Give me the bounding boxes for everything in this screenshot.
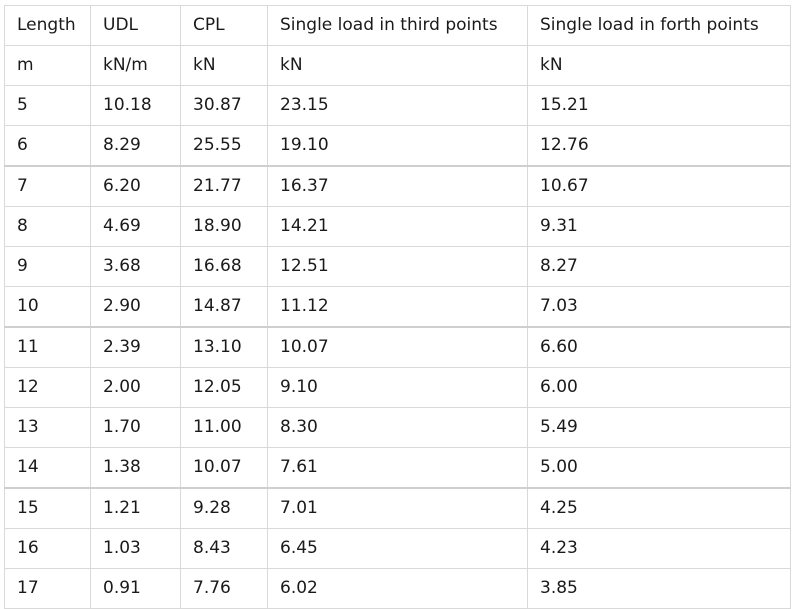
udl-cell: 8.29 — [90, 125, 181, 167]
forth-points-cell: 8.27 — [527, 246, 791, 287]
udl-cell: 1.21 — [90, 487, 181, 529]
udl-cell: 10.18 — [90, 85, 181, 126]
cpl-cell: 25.55 — [180, 125, 268, 167]
unit-cell-forth-points: kN — [527, 45, 791, 86]
length-cell: 11 — [4, 326, 91, 368]
forth-points-cell: 6.60 — [527, 326, 791, 368]
cpl-cell: 7.76 — [180, 568, 268, 609]
table-row: 16 1.03 8.43 6.45 4.23 — [4, 528, 791, 569]
unit-cell-cpl: kN — [180, 45, 268, 86]
length-cell: 8 — [4, 206, 91, 247]
unit-cell-udl: kN/m — [90, 45, 181, 86]
udl-cell: 4.69 — [90, 206, 181, 247]
table-row: 14 1.38 10.07 7.61 5.00 — [4, 447, 791, 489]
units-row: m kN/m kN kN kN — [4, 45, 791, 86]
cpl-cell: 14.87 — [180, 286, 268, 328]
forth-points-cell: 9.31 — [527, 206, 791, 247]
third-points-cell: 12.51 — [267, 246, 528, 287]
third-points-cell: 23.15 — [267, 85, 528, 126]
cpl-cell: 21.77 — [180, 165, 268, 207]
length-cell: 10 — [4, 286, 91, 328]
forth-points-cell: 5.00 — [527, 447, 791, 489]
length-cell: 6 — [4, 125, 91, 167]
header-cell-udl: UDL — [90, 5, 181, 46]
udl-cell: 0.91 — [90, 568, 181, 609]
cpl-cell: 8.43 — [180, 528, 268, 569]
unit-cell-third-points: kN — [267, 45, 528, 86]
cpl-cell: 16.68 — [180, 246, 268, 287]
third-points-cell: 11.12 — [267, 286, 528, 328]
third-points-cell: 9.10 — [267, 367, 528, 408]
third-points-cell: 6.02 — [267, 568, 528, 609]
forth-points-cell: 15.21 — [527, 85, 791, 126]
cpl-cell: 30.87 — [180, 85, 268, 126]
unit-cell-length: m — [4, 45, 91, 86]
table-row: 13 1.70 11.00 8.30 5.49 — [4, 407, 791, 448]
cpl-cell: 12.05 — [180, 367, 268, 408]
third-points-cell: 6.45 — [267, 528, 528, 569]
table-row: 8 4.69 18.90 14.21 9.31 — [4, 206, 791, 247]
length-cell: 14 — [4, 447, 91, 489]
table-row: 6 8.29 25.55 19.10 12.76 — [4, 125, 791, 167]
udl-cell: 1.38 — [90, 447, 181, 489]
header-cell-forth-points: Single load in forth points — [527, 5, 791, 46]
length-cell: 9 — [4, 246, 91, 287]
forth-points-cell: 6.00 — [527, 367, 791, 408]
header-cell-cpl: CPL — [180, 5, 268, 46]
length-cell: 5 — [4, 85, 91, 126]
length-cell: 7 — [4, 165, 91, 207]
table-row: 5 10.18 30.87 23.15 15.21 — [4, 85, 791, 126]
third-points-cell: 8.30 — [267, 407, 528, 448]
length-cell: 13 — [4, 407, 91, 448]
cpl-cell: 10.07 — [180, 447, 268, 489]
length-cell: 12 — [4, 367, 91, 408]
forth-points-cell: 7.03 — [527, 286, 791, 328]
header-cell-length: Length — [4, 5, 91, 46]
cpl-cell: 18.90 — [180, 206, 268, 247]
cpl-cell: 11.00 — [180, 407, 268, 448]
forth-points-cell: 10.67 — [527, 165, 791, 207]
table-row: 17 0.91 7.76 6.02 3.85 — [4, 568, 791, 609]
table-row: 10 2.90 14.87 11.12 7.03 — [4, 286, 791, 328]
forth-points-cell: 3.85 — [527, 568, 791, 609]
third-points-cell: 7.61 — [267, 447, 528, 489]
udl-cell: 2.00 — [90, 367, 181, 408]
length-cell: 17 — [4, 568, 91, 609]
forth-points-cell: 12.76 — [527, 125, 791, 167]
table-row: 12 2.00 12.05 9.10 6.00 — [4, 367, 791, 408]
length-cell: 16 — [4, 528, 91, 569]
udl-cell: 1.70 — [90, 407, 181, 448]
forth-points-cell: 4.23 — [527, 528, 791, 569]
table-row: 7 6.20 21.77 16.37 10.67 — [4, 165, 791, 207]
table-row: 15 1.21 9.28 7.01 4.25 — [4, 487, 791, 529]
udl-cell: 6.20 — [90, 165, 181, 207]
table-row: 11 2.39 13.10 10.07 6.60 — [4, 326, 791, 368]
third-points-cell: 14.21 — [267, 206, 528, 247]
third-points-cell: 19.10 — [267, 125, 528, 167]
udl-cell: 3.68 — [90, 246, 181, 287]
forth-points-cell: 5.49 — [527, 407, 791, 448]
cpl-cell: 13.10 — [180, 326, 268, 368]
udl-cell: 2.39 — [90, 326, 181, 368]
third-points-cell: 16.37 — [267, 165, 528, 207]
header-cell-third-points: Single load in third points — [267, 5, 528, 46]
cpl-cell: 9.28 — [180, 487, 268, 529]
third-points-cell: 7.01 — [267, 487, 528, 529]
table-row: 9 3.68 16.68 12.51 8.27 — [4, 246, 791, 287]
load-table: Length UDL CPL Single load in third poin… — [4, 5, 791, 609]
forth-points-cell: 4.25 — [527, 487, 791, 529]
udl-cell: 1.03 — [90, 528, 181, 569]
third-points-cell: 10.07 — [267, 326, 528, 368]
header-row: Length UDL CPL Single load in third poin… — [4, 5, 791, 46]
table-body: Length UDL CPL Single load in third poin… — [4, 5, 791, 609]
udl-cell: 2.90 — [90, 286, 181, 328]
length-cell: 15 — [4, 487, 91, 529]
